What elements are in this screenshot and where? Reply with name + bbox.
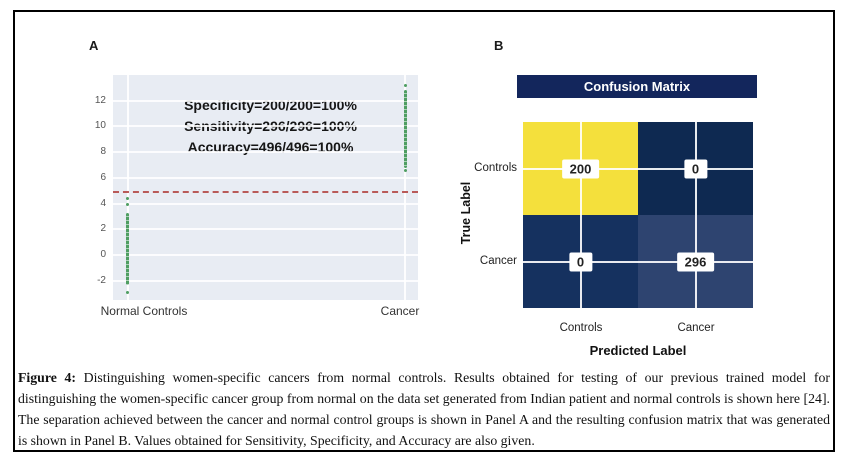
cm-col-label-controls: Controls <box>559 322 603 334</box>
y-tick-label: 8 <box>100 146 106 158</box>
cm-gridline-vertical-left <box>579 122 582 308</box>
cm-value-true-positive: 296 <box>676 252 715 271</box>
panel-b-label: B <box>494 38 504 53</box>
cm-row-label-controls: Controls <box>474 162 517 174</box>
y-tick-label: 12 <box>94 94 106 106</box>
cm-x-axis-title: Predicted Label <box>589 343 687 358</box>
scatter-plot-background <box>113 75 418 300</box>
data-point <box>403 84 407 88</box>
cm-gridline-vertical-right <box>694 122 697 308</box>
data-point-strip <box>403 89 407 168</box>
y-tick-label: -2 <box>97 274 106 286</box>
data-point <box>126 290 130 294</box>
specificity-annotation: Specificity=200/200=100% <box>184 97 357 113</box>
threshold-line <box>113 190 418 193</box>
y-gridline <box>113 151 418 154</box>
y-gridline <box>113 176 418 179</box>
data-point <box>126 196 130 200</box>
y-tick-label: 2 <box>100 223 106 235</box>
y-axis-ticks: 12 10 8 6 4 2 0 -2 <box>80 75 106 300</box>
data-point-strip <box>126 212 130 285</box>
cm-y-axis-title: True Label <box>459 181 473 245</box>
y-tick-label: 10 <box>94 120 106 132</box>
y-tick-label: 6 <box>100 171 106 183</box>
cm-value-false-negative: 0 <box>568 252 593 271</box>
figure-caption-number: Figure 4: <box>18 370 76 385</box>
figure-caption-text: Distinguishing women-specific cancers fr… <box>18 370 830 448</box>
accuracy-annotation: Accuracy=496/496=100% <box>187 139 354 155</box>
x-gridline <box>404 75 407 300</box>
confusion-matrix-title: Confusion Matrix <box>517 75 757 98</box>
y-gridline <box>113 279 418 282</box>
y-gridline <box>113 125 418 128</box>
data-point <box>403 169 407 173</box>
cm-value-false-positive: 0 <box>683 159 708 178</box>
x-tick-cancer: Cancer <box>380 304 420 318</box>
x-gridline <box>126 75 129 300</box>
y-gridline <box>113 254 418 256</box>
data-point <box>126 203 130 207</box>
confusion-matrix: 200 0 0 296 <box>523 122 753 308</box>
cm-value-true-negative: 200 <box>561 159 600 178</box>
y-gridline <box>113 228 418 231</box>
y-gridline <box>113 99 418 102</box>
y-tick-label: 4 <box>100 197 106 209</box>
figure-caption: Figure 4: Distinguishing women-specific … <box>18 367 830 451</box>
cm-col-label-cancer: Cancer <box>677 322 715 334</box>
scatter-plot: Specificity=200/200=100% Sensitivity=296… <box>113 75 418 300</box>
cm-row-label-cancer: Cancer <box>479 255 517 267</box>
panel-a-label: A <box>89 38 99 53</box>
y-tick-label: 0 <box>100 249 106 260</box>
cm-gridline-horizontal-bottom <box>523 260 753 263</box>
x-tick-normal-controls: Normal Controls <box>100 304 188 318</box>
y-gridline <box>113 202 418 205</box>
cm-gridline-horizontal-top <box>523 167 753 170</box>
